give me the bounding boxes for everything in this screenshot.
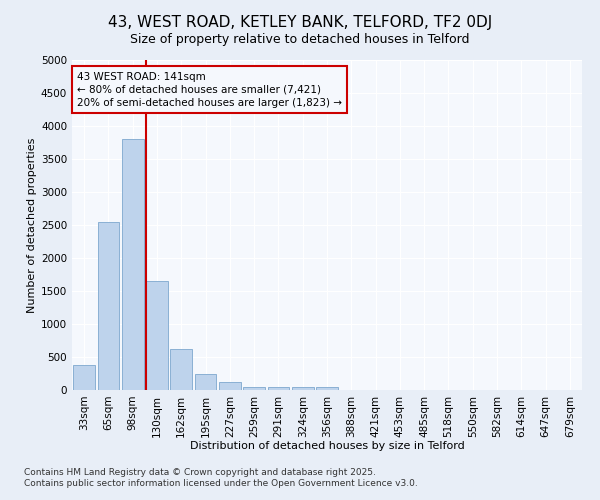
Text: 43 WEST ROAD: 141sqm
← 80% of detached houses are smaller (7,421)
20% of semi-de: 43 WEST ROAD: 141sqm ← 80% of detached h…: [77, 72, 342, 108]
Bar: [243, 386, 265, 390]
Bar: [170, 349, 192, 390]
Bar: [316, 386, 338, 390]
X-axis label: Distribution of detached houses by size in Telford: Distribution of detached houses by size …: [190, 441, 464, 451]
Bar: [122, 139, 143, 390]
Bar: [194, 374, 217, 390]
Text: Size of property relative to detached houses in Telford: Size of property relative to detached ho…: [130, 32, 470, 46]
Text: 43, WEST ROAD, KETLEY BANK, TELFORD, TF2 0DJ: 43, WEST ROAD, KETLEY BANK, TELFORD, TF2…: [108, 15, 492, 30]
Bar: [73, 365, 95, 390]
Bar: [97, 222, 119, 390]
Y-axis label: Number of detached properties: Number of detached properties: [27, 138, 37, 312]
Bar: [268, 386, 289, 390]
Bar: [146, 281, 168, 390]
Text: Contains HM Land Registry data © Crown copyright and database right 2025.
Contai: Contains HM Land Registry data © Crown c…: [24, 468, 418, 487]
Bar: [292, 386, 314, 390]
Bar: [219, 382, 241, 390]
